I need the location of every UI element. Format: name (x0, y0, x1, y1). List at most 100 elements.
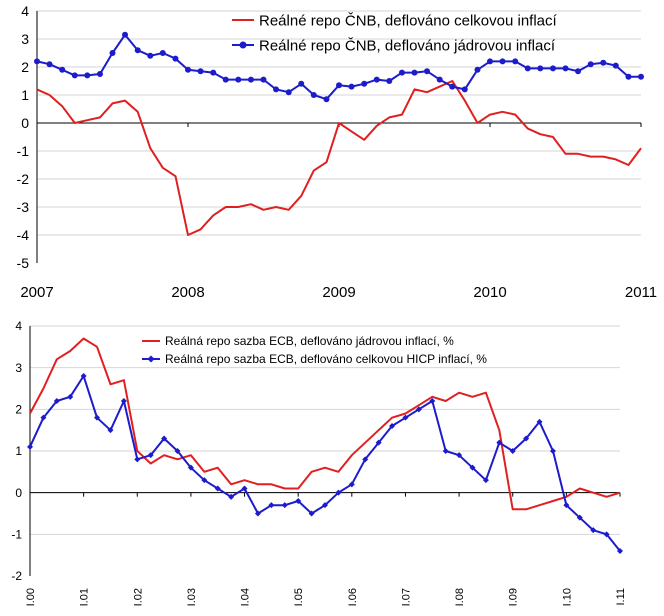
data-point (107, 427, 114, 434)
data-point (71, 72, 78, 79)
data-point (638, 73, 644, 80)
data-point (386, 78, 393, 84)
data-point (254, 510, 261, 517)
data-point (273, 86, 280, 93)
y-tick-label: 1 (15, 444, 22, 458)
x-tick-label: I.06 (347, 588, 359, 606)
data-point (214, 485, 221, 492)
data-point (201, 477, 208, 484)
data-point (94, 414, 101, 421)
data-point (563, 502, 570, 509)
data-point (348, 481, 355, 488)
data-point (210, 69, 217, 76)
data-point (197, 68, 204, 75)
x-tick-label: I.02 (132, 588, 144, 606)
data-point (122, 31, 129, 38)
series-line-1 (29, 337, 621, 511)
data-point (295, 498, 302, 504)
data-point (336, 82, 342, 89)
y-tick-label: 0 (21, 115, 29, 131)
y-tick-label: 3 (15, 361, 22, 375)
data-point (625, 73, 632, 80)
data-point (600, 59, 607, 66)
data-point (247, 76, 254, 83)
x-tick-label: I.04 (240, 588, 252, 606)
data-point (40, 414, 47, 421)
data-point (590, 527, 597, 534)
data-point (348, 83, 355, 90)
data-point (461, 86, 468, 93)
data-point (174, 448, 181, 454)
data-point (80, 373, 87, 379)
x-tick-label: I.03 (186, 588, 198, 606)
y-tick-label: 4 (21, 3, 29, 19)
data-point (134, 456, 141, 463)
data-point (587, 61, 594, 68)
data-point (474, 66, 481, 73)
data-point (375, 439, 382, 446)
data-point (185, 66, 191, 73)
y-tick-label: -2 (17, 171, 30, 187)
data-point (96, 71, 103, 77)
data-point (496, 439, 503, 446)
data-point (322, 502, 328, 509)
data-point (549, 65, 556, 72)
series-line-2 (29, 375, 621, 552)
data-point (84, 72, 91, 79)
data-point (147, 452, 154, 459)
x-tick-label: I.01 (79, 588, 91, 606)
data-point (429, 398, 436, 404)
data-point (228, 493, 235, 500)
data-point (361, 80, 368, 87)
data-point (310, 92, 317, 98)
data-point (159, 50, 166, 56)
x-tick-label: I.10 (561, 588, 573, 606)
data-point (161, 435, 168, 442)
data-point (120, 398, 127, 404)
data-point (373, 76, 380, 83)
legend-marker (239, 41, 247, 49)
data-point (109, 50, 116, 56)
data-point (575, 68, 582, 75)
data-point (482, 477, 489, 484)
data-point (147, 52, 154, 59)
data-point (512, 58, 519, 65)
data-point (523, 435, 530, 442)
data-point (617, 548, 623, 554)
data-point (436, 76, 443, 83)
y-tick-label: 2 (21, 59, 29, 75)
data-point (285, 89, 292, 96)
data-point (59, 66, 66, 73)
x-tick-label: 2011 (625, 284, 657, 301)
data-point (442, 448, 449, 454)
x-tick-label: I.07 (400, 588, 412, 606)
legend-label-1: Reálné repo ČNB, deflováno celkovou infl… (259, 12, 558, 29)
data-point (260, 76, 267, 83)
y-tick-label: 3 (21, 31, 29, 47)
data-point (389, 423, 396, 429)
data-point (187, 464, 194, 471)
y-tick-label: 1 (21, 87, 29, 103)
y-tick-label: -2 (11, 569, 22, 583)
y-tick-label: 4 (15, 319, 22, 333)
data-point (415, 406, 422, 413)
data-point (335, 489, 342, 496)
x-tick-label: I.08 (454, 588, 466, 606)
data-point (469, 464, 476, 471)
y-tick-label: -4 (17, 227, 30, 243)
chart-ecb-real-repo: 4 3 2 1 0 -1 -2I.00 I.01 I.02 I.03 I.04 I.05 I.06 I.0… (11, 319, 627, 606)
data-point (411, 69, 418, 76)
data-point (323, 96, 330, 103)
data-point (576, 514, 583, 521)
legend-label-1: Reálná repo sazba ECB, deflováno jádrovo… (165, 334, 454, 348)
data-point (402, 414, 409, 421)
legend-label-2: Reálná repo sazba ECB, deflováno celkovo… (165, 352, 487, 366)
y-tick-label: 0 (15, 486, 22, 500)
data-point (27, 443, 33, 450)
y-tick-label: 2 (15, 403, 22, 417)
data-point (456, 452, 463, 459)
data-point (612, 62, 619, 69)
x-tick-label: 2009 (322, 284, 355, 301)
data-point (536, 418, 543, 425)
